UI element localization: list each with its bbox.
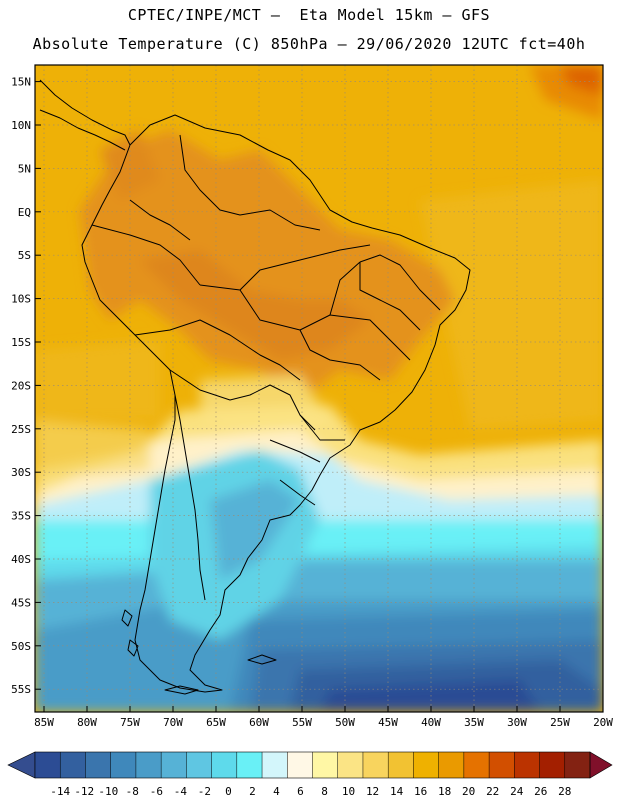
colorbar-swatch [161,752,187,778]
colorbar-swatch [211,752,238,778]
lon-label: 35W [464,716,484,729]
colorbar: -14 -12 -10 -8 -6 -4 -2 0 2 4 6 8 10 12 14 16 18 20 22 24 26… [7,751,613,798]
lat-label: 5N [18,162,31,175]
colorbar-swatch [186,752,212,778]
lat-label: EQ [18,206,31,219]
colorbar-tick-label: 4 [273,785,280,798]
lat-label: 15S [11,336,31,349]
colorbar-tick-label: 6 [297,785,304,798]
colorbar-swatch [514,752,540,778]
lat-label: 10N [11,119,31,132]
colorbar-tick-label: -14 [50,785,70,798]
lat-label: 10S [11,293,31,306]
lat-label: 35S [11,510,31,523]
map-title-line-2: Absolute Temperature (C) 850hPa – 29/06/… [32,35,586,53]
colorbar-swatch [35,752,61,778]
colorbar-tick-label: 14 [390,785,404,798]
lat-label: 55S [11,683,31,696]
colorbar-swatch [135,752,162,778]
colorbar-tick-label: -6 [150,785,163,798]
colorbar-swatch [362,752,389,778]
colorbar-swatch [312,752,339,778]
colorbar-tick-label: 26 [534,785,547,798]
colorbar-swatch [236,752,263,778]
lat-label: 20S [11,379,31,392]
coastlines [39,79,471,695]
colorbar-tick-label: 12 [366,785,379,798]
colorbar-swatch [85,752,112,778]
lon-label: 65W [206,716,226,729]
colorbar-tick-label: 8 [321,785,328,798]
longitude-labels: 85W 80W 75W 70W 65W 60W 55W 50W 45W 40W 35W 30W 25W 2… [34,706,613,729]
lon-label: 50W [335,716,355,729]
colorbar-tick-label: 24 [510,785,524,798]
colorbar-tick-label: -2 [198,785,211,798]
colorbar-tick-label: -8 [126,785,139,798]
lat-label: 5S [18,249,31,262]
colorbar-swatch [60,752,86,778]
lat-label: 25S [11,423,31,436]
lon-label: 75W [120,716,140,729]
lon-label: 70W [163,716,183,729]
lat-label: 15N [11,76,31,89]
colorbar-tick-label: 10 [342,785,355,798]
latitude-labels: 15N 10N 5N EQ 5S 10S 15S 20S 25S 30S 35S 40S 45S 50S 5… [11,76,41,696]
colorbar-tick-label: -12 [74,785,94,798]
colorbar-swatch [489,752,515,778]
colorbar-tick-label: 22 [486,785,499,798]
lon-label: 55W [292,716,312,729]
colorbar-tick-label: 0 [225,785,232,798]
lon-label: 25W [550,716,570,729]
colorbar-swatch [110,752,137,778]
colorbar-tick-label: 18 [438,785,451,798]
colorbar-tick-label: 28 [558,785,571,798]
temperature-field [35,65,603,712]
colorbar-swatch [287,752,313,778]
lon-label: 80W [77,716,97,729]
lat-label: 45S [11,596,31,609]
colorbar-tick-label: 16 [414,785,427,798]
colorbar-swatch [539,752,566,778]
lat-label: 30S [11,466,31,479]
map-frame [34,64,604,713]
colorbar-swatch [438,752,465,778]
colorbar-tick-label: 20 [462,785,475,798]
lon-label: 20W [593,716,613,729]
lat-label: 40S [11,553,31,566]
colorbar-tick-label: 2 [249,785,256,798]
lon-label: 30W [507,716,527,729]
colorbar-tick-label: -4 [174,785,188,798]
colorbar-swatch [413,752,440,778]
lon-label: 85W [34,716,54,729]
colorbar-tick-label: -10 [98,785,118,798]
colorbar-under-arrow [7,751,36,779]
lon-label: 40W [421,716,441,729]
lon-label: 60W [249,716,269,729]
colorbar-swatch [564,752,591,778]
map-title-line-1: CPTEC/INPE/MCT – Eta Model 15km – GFS [127,6,491,24]
colorbar-swatch [337,752,364,778]
lon-label: 45W [378,716,398,729]
colorbar-over-arrow [589,751,613,779]
colorbar-swatch [463,752,490,778]
lat-label: 50S [11,640,31,653]
colorbar-swatch [388,752,414,778]
colorbar-swatch [262,752,288,778]
